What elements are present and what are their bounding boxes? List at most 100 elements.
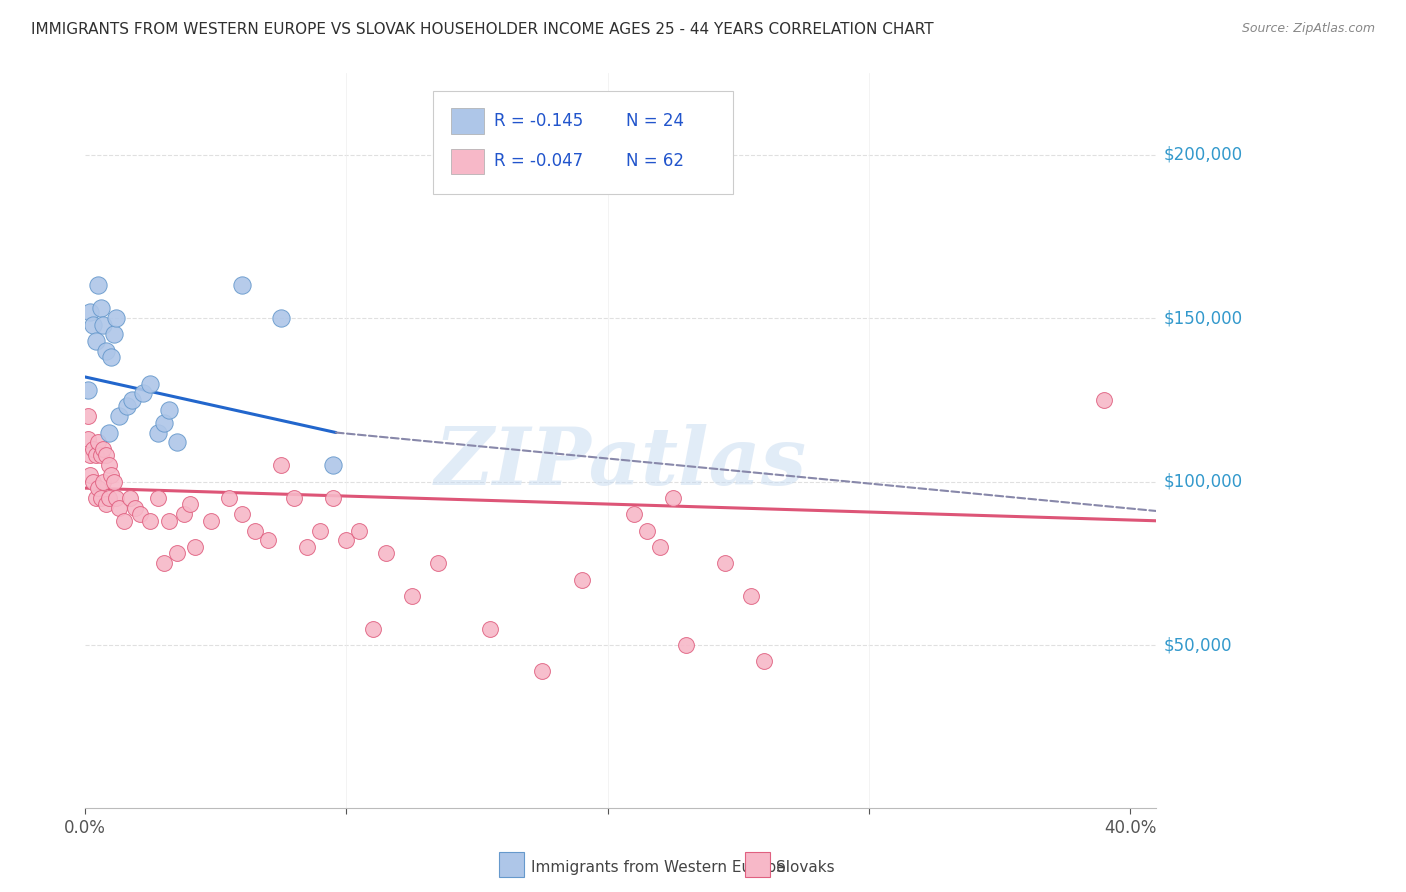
Point — [740, 589, 762, 603]
Point — [152, 556, 174, 570]
Point — [648, 540, 671, 554]
Point — [76, 432, 98, 446]
Point — [270, 458, 292, 473]
Point — [361, 622, 384, 636]
Point — [105, 311, 128, 326]
Point — [157, 514, 180, 528]
Point — [714, 556, 737, 570]
Point — [121, 392, 143, 407]
FancyBboxPatch shape — [433, 91, 733, 194]
Text: N = 62: N = 62 — [626, 153, 685, 170]
Point — [87, 435, 110, 450]
Point — [335, 533, 357, 548]
Point — [131, 386, 153, 401]
Text: $50,000: $50,000 — [1164, 636, 1233, 654]
Point — [623, 508, 645, 522]
Text: IMMIGRANTS FROM WESTERN EUROPE VS SLOVAK HOUSEHOLDER INCOME AGES 25 - 44 YEARS C: IMMIGRANTS FROM WESTERN EUROPE VS SLOVAK… — [31, 22, 934, 37]
Point — [93, 318, 115, 332]
Text: R = -0.047: R = -0.047 — [495, 153, 583, 170]
Point — [100, 468, 122, 483]
Text: Immigrants from Western Europe: Immigrants from Western Europe — [531, 860, 786, 874]
Point — [166, 546, 188, 560]
Point — [90, 449, 112, 463]
Point — [148, 491, 170, 505]
Point — [257, 533, 280, 548]
FancyBboxPatch shape — [451, 108, 484, 134]
Point — [108, 409, 131, 424]
Point — [94, 449, 117, 463]
Point — [662, 491, 685, 505]
Point — [322, 458, 344, 473]
Point — [97, 491, 120, 505]
Text: N = 24: N = 24 — [626, 112, 685, 129]
Point — [115, 400, 138, 414]
Point — [231, 278, 253, 293]
Point — [87, 278, 110, 293]
Point — [283, 491, 305, 505]
Point — [1092, 392, 1115, 407]
Point — [139, 514, 162, 528]
Point — [112, 514, 135, 528]
Text: Source: ZipAtlas.com: Source: ZipAtlas.com — [1241, 22, 1375, 36]
Point — [479, 622, 502, 636]
Point — [675, 638, 697, 652]
Point — [218, 491, 240, 505]
Point — [76, 383, 98, 397]
Point — [100, 351, 122, 365]
Point — [82, 442, 104, 456]
Text: ZIPatlas: ZIPatlas — [434, 424, 807, 501]
Point — [166, 435, 188, 450]
Text: Slovaks: Slovaks — [776, 860, 835, 874]
Point — [76, 409, 98, 424]
Point — [103, 475, 125, 489]
Point — [84, 334, 107, 348]
Point — [636, 524, 658, 538]
Point — [129, 508, 152, 522]
Text: R = -0.145: R = -0.145 — [495, 112, 583, 129]
Point — [90, 301, 112, 316]
Point — [243, 524, 266, 538]
Point — [173, 508, 195, 522]
Point — [94, 498, 117, 512]
Point — [97, 425, 120, 440]
Point — [84, 449, 107, 463]
Point — [87, 481, 110, 495]
Point — [531, 664, 554, 678]
Point — [108, 500, 131, 515]
FancyBboxPatch shape — [451, 149, 484, 175]
Point — [103, 327, 125, 342]
Point — [139, 376, 162, 391]
Point — [754, 654, 776, 668]
Point — [118, 491, 141, 505]
Point — [152, 416, 174, 430]
Point — [231, 508, 253, 522]
Point — [148, 425, 170, 440]
Point — [94, 343, 117, 358]
Point — [124, 500, 146, 515]
Point — [90, 491, 112, 505]
Point — [349, 524, 371, 538]
Point — [82, 318, 104, 332]
Point — [79, 304, 101, 318]
Text: $150,000: $150,000 — [1164, 310, 1243, 327]
Point — [79, 449, 101, 463]
Text: $200,000: $200,000 — [1164, 145, 1243, 164]
Point — [84, 491, 107, 505]
Point — [184, 540, 207, 554]
Point — [322, 491, 344, 505]
Text: $100,000: $100,000 — [1164, 473, 1243, 491]
Point — [93, 475, 115, 489]
Point — [79, 468, 101, 483]
Point — [82, 475, 104, 489]
Point — [426, 556, 449, 570]
Point — [401, 589, 423, 603]
Point — [179, 498, 201, 512]
Point — [295, 540, 318, 554]
Point — [571, 573, 593, 587]
Point — [309, 524, 332, 538]
Point — [157, 402, 180, 417]
Point — [105, 491, 128, 505]
Point — [200, 514, 222, 528]
Point — [97, 458, 120, 473]
Point — [93, 442, 115, 456]
